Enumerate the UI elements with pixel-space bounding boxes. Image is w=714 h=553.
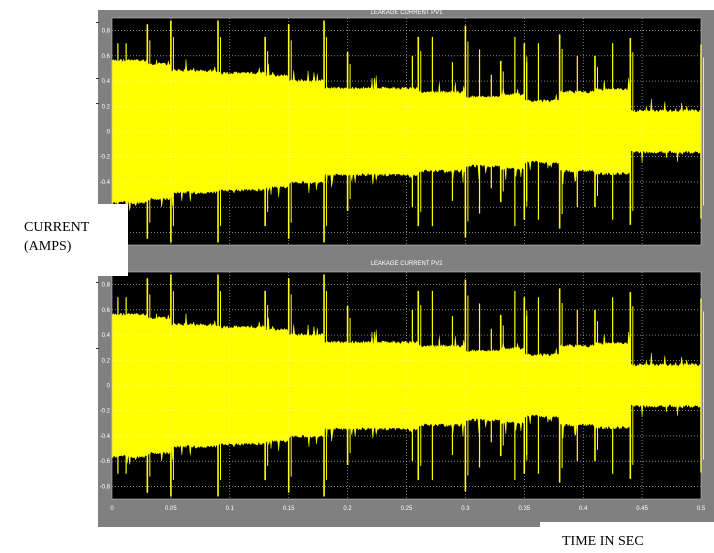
edge-tick-mark	[96, 282, 99, 283]
plot-title: LEAKAGE CURRENT PV2	[371, 261, 444, 267]
x-tick-label: 0.5	[697, 506, 706, 512]
y-tick-label: 0.6	[102, 54, 111, 60]
y-tick-label: -0.4	[100, 434, 111, 440]
x-tick-label: 0.2	[343, 506, 352, 512]
y-tick-label: 0.2	[102, 358, 111, 364]
y-tick-label: 0.4	[102, 79, 111, 85]
y-tick-label: 0.8	[102, 283, 111, 289]
edge-tick-mark	[96, 348, 99, 349]
x-tick-label: 0.35	[518, 506, 530, 512]
y-tick-label: 0.6	[102, 308, 111, 314]
plot-pv2: LEAKAGE CURRENT PV2 0.8 0.6 0.4 0.2 0 -0.2 -0.4…	[100, 261, 706, 512]
plot-border	[111, 17, 702, 246]
edge-tick-mark	[96, 78, 99, 79]
edge-tick-mark	[96, 22, 99, 23]
y-tick-label: 0.2	[102, 104, 111, 110]
plot-title: LEAKAGE CURRENT PV1	[371, 10, 444, 16]
y-tick-label: 0.8	[102, 29, 111, 35]
edge-tick-mark	[96, 103, 99, 104]
y-axis-label-box: CURRENT (AMPS)	[0, 204, 128, 276]
y-tick-label: -0.2	[100, 155, 111, 161]
y-tick-label: -0.4	[100, 180, 111, 186]
y-tick-label: 0.4	[102, 333, 111, 339]
y-tick-label: 0	[107, 130, 111, 136]
x-tick-label: 0.45	[636, 506, 648, 512]
y-axis-label: CURRENT (AMPS)	[24, 220, 90, 254]
y-tick-label: -0.8	[100, 484, 111, 490]
y-tick-label: -0.2	[100, 409, 111, 415]
x-tick-label: 0.15	[283, 506, 295, 512]
x-tick-label: 0.4	[579, 506, 588, 512]
plot-border	[111, 271, 702, 500]
x-tick-label: 0	[110, 506, 114, 512]
y-tick-label: -0.6	[100, 459, 111, 465]
x-axis-label: TIME IN SEC	[562, 534, 644, 549]
x-tick-label: 0.3	[461, 506, 470, 512]
x-tick-label: 0.1	[226, 506, 235, 512]
x-tick-label: 0.05	[165, 506, 177, 512]
x-axis-label-box: TIME IN SEC	[540, 522, 714, 553]
plot-pv1: LEAKAGE CURRENT PV1 0.8 0.6 0.4 0.2 0 -0.2 -0.4…	[100, 10, 704, 246]
x-tick-label: 0.25	[401, 506, 413, 512]
y-tick-label: 0	[107, 384, 111, 390]
